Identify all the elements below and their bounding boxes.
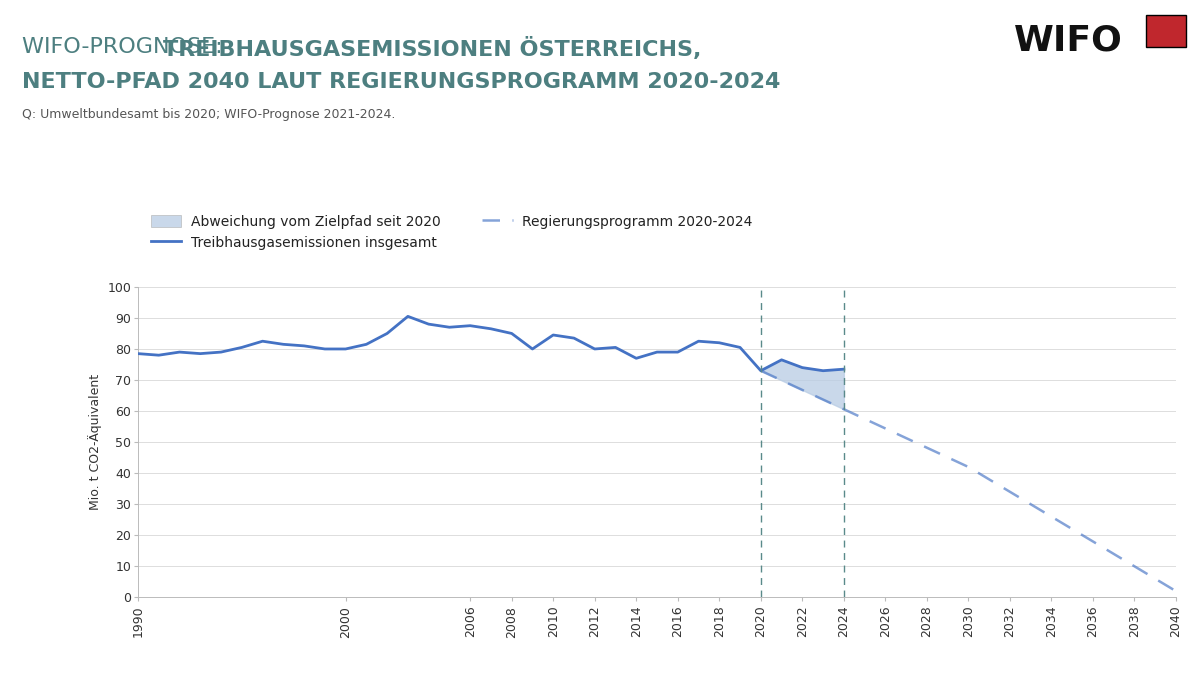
Text: WIFO-PROGNOSE:: WIFO-PROGNOSE: <box>22 37 229 57</box>
Text: WIFO: WIFO <box>1014 24 1123 57</box>
Text: Q: Umweltbundesamt bis 2020; WIFO-Prognose 2021-2024.: Q: Umweltbundesamt bis 2020; WIFO-Progno… <box>22 108 395 121</box>
Text: NETTO-PFAD 2040 LAUT REGIERUNGSPROGRAMM 2020-2024: NETTO-PFAD 2040 LAUT REGIERUNGSPROGRAMM … <box>22 72 780 92</box>
Legend: Abweichung vom Zielpfad seit 2020, Treibhausgasemissionen insgesamt, Regierungsp: Abweichung vom Zielpfad seit 2020, Treib… <box>145 209 758 255</box>
Text: TREIBHAUSGASEMISSIONEN ÖSTERREICHS,: TREIBHAUSGASEMISSIONEN ÖSTERREICHS, <box>163 37 702 60</box>
Y-axis label: Mio. t CO2-Äquivalent: Mio. t CO2-Äquivalent <box>88 374 102 510</box>
